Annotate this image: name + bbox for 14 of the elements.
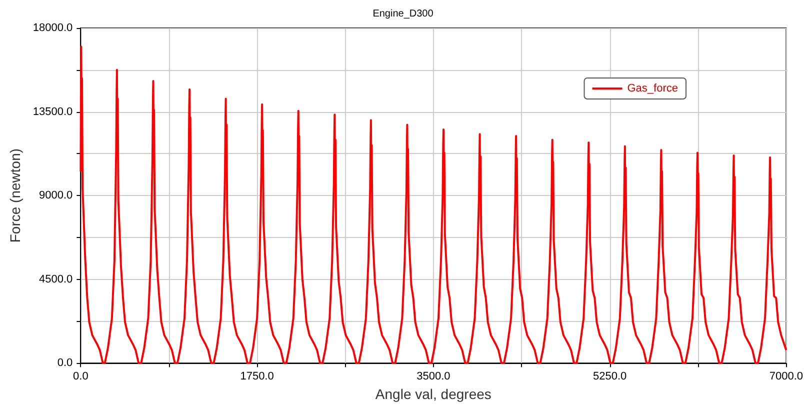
y-tick-label: 13500.0: [32, 106, 73, 118]
chart-title: Engine_D300: [372, 8, 434, 20]
x-tick-label: 3500.0: [416, 370, 450, 383]
y-tick-label: 9000.0: [39, 190, 73, 202]
y-tick-label: 0.0: [57, 357, 73, 370]
y-axis-title: Force (newton): [7, 148, 23, 243]
y-tick-label: 18000.0: [32, 22, 73, 34]
x-tick-label: 7000.0: [769, 370, 804, 383]
x-tick-label: 1750.0: [240, 370, 274, 383]
x-tick-label: 0.0: [73, 370, 88, 383]
x-tick-label: 5250.0: [592, 370, 627, 383]
y-tick-label: 4500.0: [39, 273, 73, 286]
x-axis-title: Angle val, degrees: [375, 386, 492, 402]
legend-label: Gas_force: [627, 82, 678, 94]
